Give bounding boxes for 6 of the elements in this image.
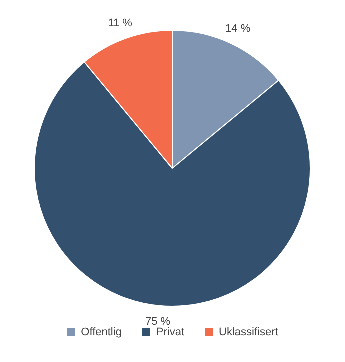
legend-label: Uklassifisert: [219, 326, 278, 339]
data-label: 14 %: [226, 23, 251, 36]
legend-label: Privat: [156, 326, 185, 339]
data-label: 75 %: [145, 316, 171, 328]
data-label: 11 %: [108, 18, 133, 30]
legend-label: Offentlig: [81, 326, 122, 339]
